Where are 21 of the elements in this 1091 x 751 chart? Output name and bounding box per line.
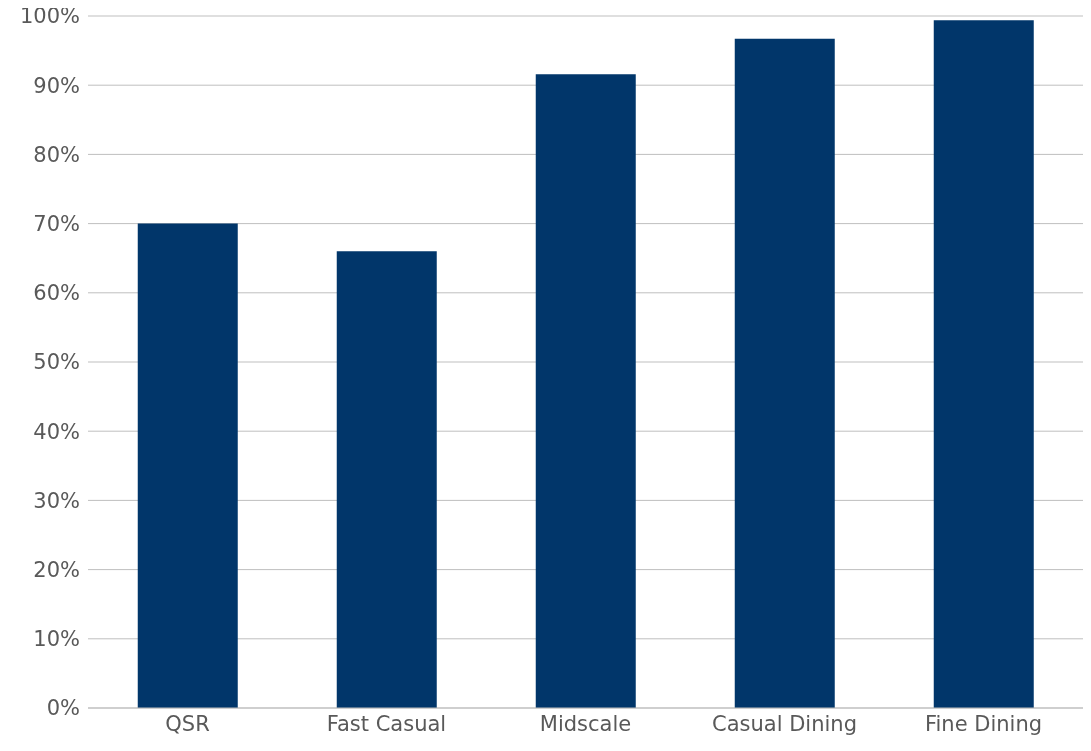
bar xyxy=(535,74,636,708)
y-tick-label: 0% xyxy=(46,696,80,721)
y-tick-label: 10% xyxy=(33,627,80,652)
x-tick-label: QSR xyxy=(165,711,210,736)
y-tick-label: 80% xyxy=(33,142,80,167)
y-tick-label: 50% xyxy=(33,350,80,375)
y-tick-label: 40% xyxy=(33,419,80,444)
y-tick-label: 60% xyxy=(33,281,80,306)
x-tick-label: Midscale xyxy=(539,711,632,736)
y-tick-label: 30% xyxy=(33,488,80,513)
x-tick-label: Fine Dining xyxy=(924,711,1043,736)
bar xyxy=(734,38,835,708)
y-tick-label: 100% xyxy=(19,4,80,29)
bar xyxy=(336,251,437,708)
bar xyxy=(137,223,238,708)
x-tick-label: Fast Casual xyxy=(326,711,447,736)
x-tick-label: Casual Dining xyxy=(712,711,857,736)
bar xyxy=(933,20,1034,708)
y-tick-label: 90% xyxy=(33,73,80,98)
y-tick-label: 70% xyxy=(33,212,80,237)
y-tick-label: 20% xyxy=(33,558,80,583)
